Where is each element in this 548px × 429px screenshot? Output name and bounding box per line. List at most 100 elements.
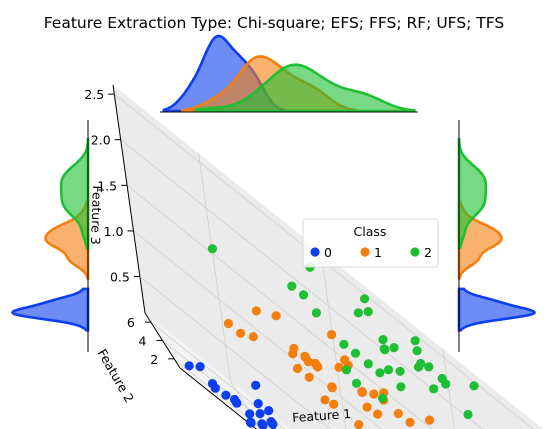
grid-x-back [198, 153, 231, 382]
data-point-class-2 [353, 308, 363, 318]
data-point-class-1 [329, 399, 339, 409]
data-point-class-0 [255, 409, 265, 419]
marginal-right-class-0 [457, 287, 536, 332]
data-point-class-1 [288, 349, 298, 359]
legend-label-0: 0 [324, 245, 332, 260]
legend-frame [302, 218, 439, 268]
data-point-class-2 [395, 366, 405, 376]
data-point-class-1 [327, 383, 337, 393]
grid-z-back [139, 276, 332, 429]
z-axis-label: Feature 3 [88, 185, 105, 245]
data-point-class-0 [264, 406, 274, 416]
z-tick-label: 2.5 [84, 87, 104, 102]
legend-label-2: 2 [424, 245, 432, 260]
data-point-class-1 [334, 362, 344, 372]
data-point-class-1 [357, 387, 367, 397]
z-tick-label: 2.0 [91, 133, 111, 148]
data-point-class-2 [339, 339, 349, 349]
data-point-class-2 [410, 336, 420, 346]
grid-z-back [114, 93, 534, 429]
data-point-class-1 [251, 306, 261, 316]
data-point-class-0 [221, 390, 231, 400]
y-axis-label: Feature 2 [95, 346, 138, 405]
data-point-class-2 [363, 359, 373, 369]
data-point-class-1 [236, 328, 246, 338]
data-point-class-2 [351, 378, 362, 388]
y-tick-label: 2 [150, 352, 158, 367]
data-point-class-0 [246, 418, 256, 428]
data-point-class-2 [378, 335, 388, 345]
data-point-class-2 [360, 294, 370, 304]
data-point-class-1 [313, 362, 323, 372]
legend-label-1: 1 [374, 245, 382, 260]
data-point-class-2 [383, 365, 394, 375]
data-point-class-1 [292, 363, 303, 374]
data-point-class-2 [341, 365, 352, 375]
data-point-class-2 [379, 344, 389, 354]
data-point-class-1 [327, 330, 337, 340]
data-point-class-1 [424, 415, 435, 425]
data-point-class-2 [375, 368, 385, 378]
data-point-class-2 [389, 343, 399, 353]
data-point-class-2 [469, 381, 479, 391]
data-point-class-1 [248, 332, 258, 342]
data-points [184, 244, 479, 429]
data-point-class-1 [405, 417, 415, 427]
data-point-class-1 [354, 420, 364, 429]
data-point-class-2 [207, 244, 217, 254]
data-point-class-2 [311, 308, 321, 318]
marginal-distributions [11, 34, 536, 352]
data-point-class-1 [373, 409, 383, 419]
data-point-class-0 [184, 361, 194, 371]
marginal-left-class-2 [59, 138, 90, 250]
data-point-class-2 [424, 362, 434, 372]
data-point-class-0 [230, 394, 240, 405]
data-point-class-2 [441, 379, 451, 389]
z-tick-label: 1.5 [97, 178, 117, 193]
marginal-right-class-2 [457, 138, 488, 250]
marginal-left-class-0 [11, 287, 90, 332]
data-point-class-0 [195, 362, 205, 372]
z-tick-label: 0.5 [110, 270, 130, 285]
data-point-class-0 [268, 419, 278, 429]
grid-y-floor [150, 321, 286, 429]
grid-z-back [120, 139, 483, 429]
data-point-class-1 [362, 402, 372, 412]
legend: Class 0 1 2 [302, 218, 439, 268]
data-point-class-0 [253, 399, 263, 409]
x-axis-label: Feature 1 [292, 406, 352, 425]
chart-title: Feature Extraction Type: Chi-square; EFS… [44, 14, 505, 32]
data-point-class-0 [251, 380, 261, 390]
data-point-class-2 [416, 358, 426, 369]
y-tick-label: 6 [127, 315, 135, 330]
data-point-class-1 [369, 389, 379, 399]
legend-marker-0 [310, 247, 320, 257]
data-point-class-1 [340, 355, 350, 365]
data-point-class-1 [300, 351, 310, 361]
data-point-class-0 [245, 409, 255, 419]
marginal-top-class-2 [195, 63, 416, 113]
legend-title: Class [354, 224, 387, 239]
data-point-class-1 [393, 409, 403, 419]
y-tick-label: 4 [139, 334, 147, 349]
z-tick-label: 1.0 [104, 224, 124, 239]
data-point-class-1 [320, 395, 330, 405]
data-point-class-1 [271, 311, 281, 321]
data-point-class-2 [396, 382, 406, 392]
legend-marker-1 [360, 247, 370, 257]
data-point-class-2 [412, 346, 422, 356]
z-axis-line [112, 84, 146, 314]
data-point-class-2 [287, 281, 297, 291]
data-point-class-1 [223, 318, 233, 329]
data-point-class-2 [363, 307, 373, 317]
data-point-class-2 [463, 409, 473, 420]
grid-z-back [133, 230, 382, 429]
data-point-class-1 [304, 372, 314, 382]
data-point-class-2 [378, 393, 388, 403]
data-point-class-0 [258, 420, 268, 429]
data-point-class-2 [350, 348, 361, 358]
data-point-class-0 [210, 383, 220, 393]
data-point-class-2 [298, 290, 309, 300]
legend-marker-2 [410, 247, 420, 257]
